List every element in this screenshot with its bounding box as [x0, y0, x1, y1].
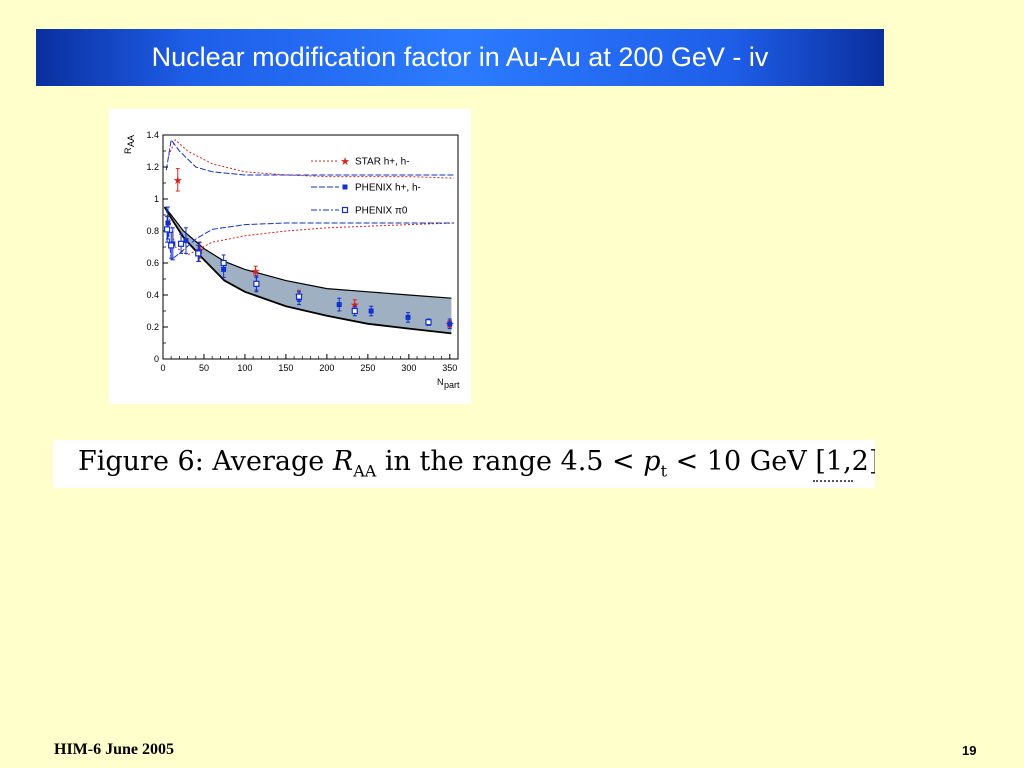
data-point-open-square: [351, 307, 358, 315]
title-bar: Nuclear modification factor in Au-Au at …: [36, 29, 884, 86]
y-tick-label: 1.2: [146, 162, 159, 172]
caption-p: p: [643, 446, 661, 477]
y-tick-label: 0.6: [146, 258, 159, 268]
legend-label-2: PHENIX π0: [355, 206, 408, 217]
y-axis-label-sub: AA: [126, 135, 136, 147]
x-tick-label: 250: [360, 363, 375, 373]
data-point-open-square: [163, 226, 171, 233]
legend-label-1: PHENIX h+, h-: [355, 183, 421, 194]
legend-label-0: STAR h+, h-: [355, 157, 410, 168]
data-point-filled-square: [368, 308, 374, 314]
slide-title: Nuclear modification factor in Au-Au at …: [151, 42, 769, 72]
data-point-open-square: [177, 240, 185, 247]
page-number: 19: [962, 743, 977, 758]
y-tick-label: 0.4: [146, 290, 159, 300]
data-point-filled-square: [447, 321, 453, 327]
figure-caption: Figure 6: Average RAA in the range 4.5 <…: [78, 446, 875, 480]
caption-mid: in the range 4.5 <: [376, 446, 644, 477]
data-point-open-square: [295, 293, 303, 300]
data-point-filled-square: [165, 220, 171, 226]
band-upper-edge: [164, 206, 452, 299]
systematic-curve-star-lower: [168, 214, 454, 256]
systematic-curve-star-upper: [168, 138, 454, 179]
data-point-open-square: [425, 319, 432, 326]
data-point-star-glyph: ★: [173, 174, 183, 187]
x-tick-label: 150: [278, 363, 293, 373]
x-tick-label: 350: [442, 363, 457, 373]
data-point-star: ★: [173, 174, 183, 187]
x-tick-label: 300: [401, 363, 416, 373]
data-point-filled-square: [183, 238, 189, 244]
raa-chart: 0 0.2 0.4 0.6 0.8 1 1.2 1.4 0 50 100 150 200 250 300 35…: [123, 130, 460, 390]
figure-caption-panel: Figure 6: Average RAA in the range 4.5 <…: [53, 440, 875, 488]
y-axis-label: R: [123, 147, 133, 154]
legend-marker-open-square: [341, 206, 349, 214]
data-point-star: ★: [350, 299, 360, 312]
uncertainty-band: [164, 207, 452, 334]
caption-aa: AA: [353, 461, 377, 481]
legend-marker-star: ★: [340, 155, 350, 168]
data-point-star-glyph: ★: [251, 265, 261, 278]
y-tick-label: 1: [154, 194, 159, 204]
systematic-curve-phenix-upper: [165, 138, 454, 176]
data-point-star: ★: [251, 265, 261, 278]
x-tick-label: 200: [319, 363, 334, 373]
caption-suffix: < 10 GeV [1,2]: [667, 446, 875, 477]
x-tick-label: 50: [199, 363, 209, 373]
data-point-open-square: [253, 280, 260, 287]
caption-prefix: Figure 6: Average: [78, 446, 333, 477]
x-axis-label: N: [437, 377, 444, 387]
x-tick-label: 0: [160, 363, 165, 373]
y-tick-label: 0: [154, 354, 159, 364]
x-tick-label: 100: [237, 363, 252, 373]
legend-marker-filled-square: [342, 184, 348, 190]
data-point-open-square: [220, 259, 227, 267]
caption-t: t: [660, 461, 668, 481]
data-point-filled-square: [336, 302, 342, 308]
chart-panel: 0 0.2 0.4 0.6 0.8 1 1.2 1.4 0 50 100 150 200 250 300 35…: [109, 109, 471, 404]
band-lower-edge: [163, 206, 452, 335]
legend-marker-star-glyph: ★: [340, 155, 350, 168]
x-axis-label-sub: part: [444, 380, 460, 390]
systematic-curve-phenix-lower: [165, 206, 454, 261]
caption-cutoff: [813, 480, 853, 488]
data-point-star-glyph: ★: [350, 299, 360, 312]
caption-r: R: [332, 446, 354, 477]
data-point-open-square: [195, 250, 202, 257]
y-tick-label: 1.4: [146, 130, 159, 140]
data-point-open-square: [168, 242, 175, 249]
y-tick-label: 0.8: [146, 226, 159, 236]
data-point-filled-square: [405, 314, 411, 320]
footer-date: HIM-6 June 2005: [54, 741, 174, 758]
y-tick-label: 0.2: [146, 322, 159, 332]
